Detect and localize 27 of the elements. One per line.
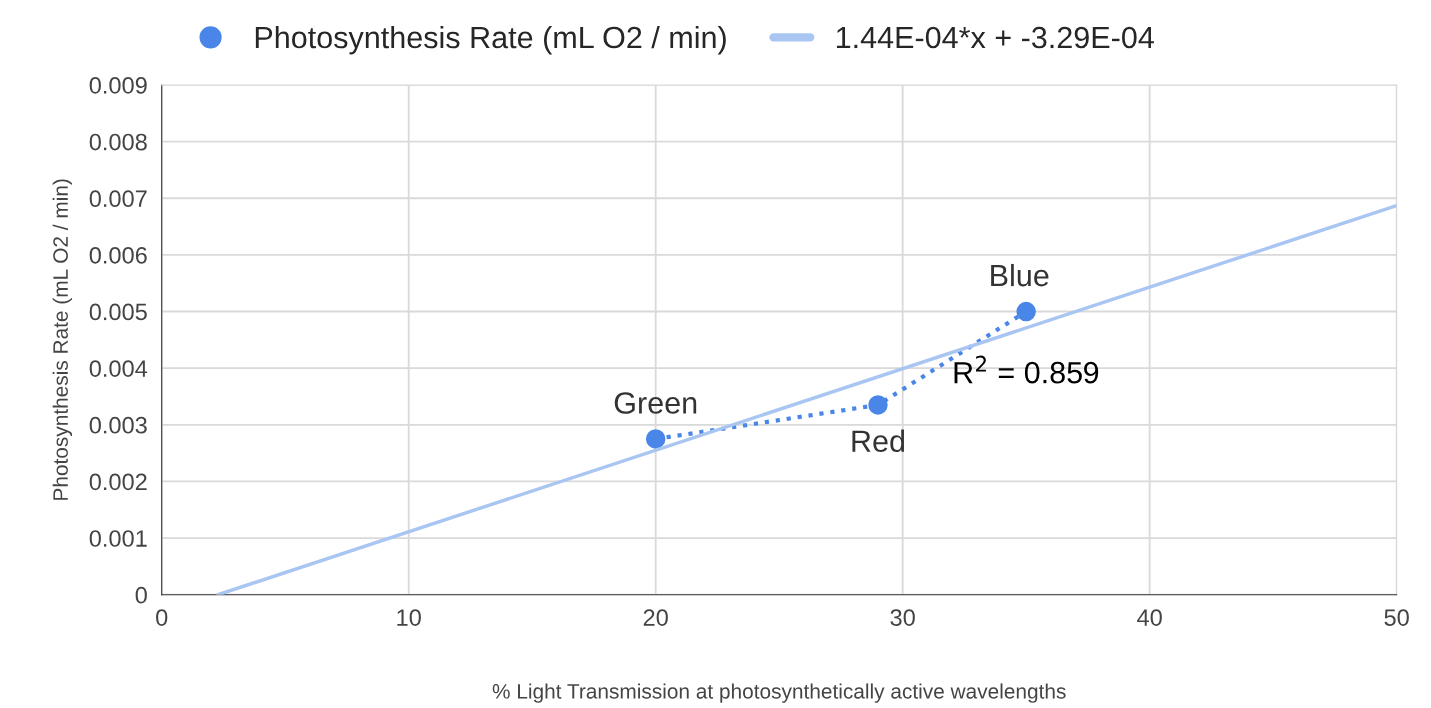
- legend-label: 1.44E-04*x + -3.29E-04: [836, 26, 1154, 49]
- y-tick-label: 0.001: [89, 530, 147, 547]
- y-tick-label: 0.007: [89, 190, 147, 208]
- y-tick-label: 0.002: [89, 473, 147, 491]
- point: [868, 395, 888, 415]
- annotation: R$^{2}$ = 0.859: [954, 355, 1099, 384]
- legend-label: Photosynthesis Rate (mL O2 / min): [255, 25, 726, 55]
- y-tick-label: 0.008: [89, 133, 147, 151]
- y-tick-label: 0.005: [89, 303, 147, 321]
- x-tick-label: 10: [397, 609, 421, 626]
- x-tick-label: 20: [643, 609, 668, 626]
- annotation: Red: [852, 429, 905, 453]
- x-tick-label: 0: [156, 609, 168, 626]
- annotation: Blue: [991, 263, 1049, 287]
- point: [1016, 301, 1036, 322]
- x-axis-title: % Light Transmission at photosynthetically active wavelengths: [492, 683, 1066, 703]
- x-tick-label: 50: [1384, 609, 1409, 626]
- x-tick-label: 40: [1137, 609, 1162, 626]
- y-axis-title: Photosynthesis Rate (mL O2 / min): [52, 179, 73, 500]
- annotation: Green: [614, 392, 697, 414]
- point: [645, 429, 666, 449]
- y-tick-label: 0.006: [89, 246, 147, 264]
- y-tick-label: 0.003: [89, 416, 147, 434]
- y-tick-label: 0.004: [89, 360, 148, 377]
- y-tick-label: 0: [135, 586, 147, 604]
- x-tick-label: 30: [890, 609, 915, 626]
- y-tick-label: 0.009: [89, 77, 147, 94]
